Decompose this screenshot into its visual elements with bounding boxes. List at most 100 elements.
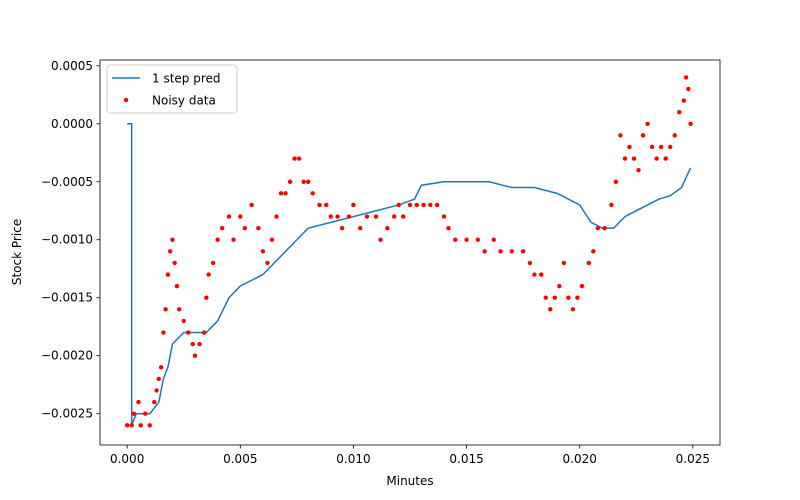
scatter-point	[557, 283, 562, 289]
scatter-point	[158, 365, 164, 370]
scatter-point	[591, 249, 596, 254]
scatter-point	[414, 202, 419, 208]
scatter-point	[385, 225, 390, 231]
scatter-point	[543, 295, 548, 300]
scatter-point	[663, 156, 668, 161]
scatter-point	[464, 237, 469, 242]
scatter-point	[210, 260, 216, 266]
plot-frame	[99, 59, 721, 446]
scatter-point	[147, 423, 152, 428]
scatter-point	[579, 283, 585, 289]
scatter-point	[154, 388, 159, 393]
scatter-point	[274, 214, 279, 219]
scatter-point	[364, 214, 370, 219]
scatter-point	[346, 214, 352, 219]
scatter-point	[482, 249, 487, 254]
scatter-point	[677, 109, 682, 115]
scatter-point	[475, 237, 481, 242]
scatter-point	[561, 260, 567, 266]
scatter-point	[305, 179, 311, 184]
scatter-point	[407, 202, 413, 208]
scatter-point	[575, 295, 580, 300]
scatter-point	[296, 156, 302, 161]
y-tick-label: −0.0010	[41, 233, 93, 247]
scatter-point	[204, 295, 209, 300]
scatter-point	[242, 225, 248, 231]
scatter-point	[570, 307, 576, 312]
scatter-point	[265, 260, 270, 266]
scatter-point	[317, 202, 322, 208]
scatter-point	[310, 191, 315, 196]
scatter-point	[283, 191, 288, 196]
scatter-point	[441, 214, 447, 219]
scatter-point	[373, 214, 379, 219]
scatter-point	[672, 133, 677, 138]
scatter-point	[446, 225, 451, 231]
scatter-point	[631, 156, 637, 161]
scatter-point	[181, 318, 186, 324]
scatter-point	[539, 272, 544, 277]
scatter-point	[686, 86, 691, 92]
scatter-point	[165, 272, 171, 277]
scatter-point	[527, 260, 533, 266]
scatter-point	[586, 260, 591, 266]
scatter-point	[688, 121, 693, 126]
x-tick-label: 0.015	[449, 452, 483, 466]
scatter-point	[231, 237, 236, 242]
legend-label: 1 step pred	[152, 72, 221, 86]
scatter-point	[219, 225, 225, 231]
scatter-point	[206, 272, 211, 277]
scatter-point	[498, 249, 503, 254]
scatter-point	[548, 307, 553, 312]
scatter-point	[129, 423, 134, 428]
y-tick-label: −0.0025	[41, 407, 93, 421]
scatter-point	[136, 399, 141, 405]
y-tick-label: −0.0005	[41, 175, 93, 189]
scatter-point	[552, 295, 558, 300]
scatter-point	[335, 214, 340, 219]
scatter-point	[401, 214, 406, 219]
scatter-point	[197, 341, 202, 347]
scatter-point	[167, 249, 173, 254]
scatter-point	[269, 237, 275, 242]
scatter-point	[622, 156, 628, 161]
line-series	[127, 123, 692, 426]
legend-swatch	[123, 97, 129, 103]
scatter-point	[595, 225, 601, 231]
scatter-point	[170, 237, 175, 242]
scatter-point	[174, 283, 180, 289]
x-tick-label: 0.000	[110, 452, 144, 466]
y-tick-label: 0.0000	[51, 117, 93, 131]
scatter-point	[292, 156, 297, 161]
scatter-point	[358, 225, 363, 231]
scatter-point	[645, 121, 650, 126]
scatter-point	[278, 191, 284, 196]
scatter-point	[324, 202, 329, 208]
scatter-point	[668, 144, 673, 150]
scatter-point	[649, 144, 655, 150]
scatter-point	[491, 237, 496, 242]
scatter-point	[396, 202, 401, 208]
scatter-point	[226, 214, 232, 219]
scatter-point	[260, 249, 266, 254]
scatter-point	[161, 330, 166, 335]
scatter-point	[163, 307, 168, 312]
scatter-point	[256, 225, 261, 231]
y-tick-label: 0.0005	[51, 59, 93, 73]
scatter-point	[683, 75, 689, 80]
scatter-point	[351, 202, 356, 208]
x-tick-label: 0.010	[336, 452, 370, 466]
scatter-point	[301, 179, 306, 184]
scatter-point	[172, 260, 177, 266]
scatter-point	[238, 214, 243, 219]
scatter-point	[618, 133, 623, 138]
scatter-point	[138, 423, 143, 428]
legend-box	[106, 64, 238, 114]
scatter-point	[201, 330, 207, 335]
y-tick-label: −0.0020	[41, 349, 93, 363]
scatter-point	[176, 307, 182, 312]
x-tick-label: 0.020	[563, 452, 597, 466]
scatter-point	[640, 133, 646, 138]
scatter-point	[215, 237, 220, 242]
